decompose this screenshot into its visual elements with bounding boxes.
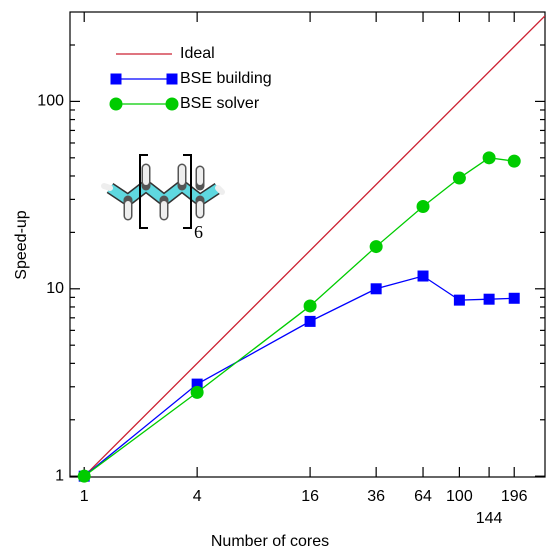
y-tick-label: 1 xyxy=(55,467,64,484)
repeat-subscript: 6 xyxy=(194,222,203,242)
x-axis-label: Number of cores xyxy=(211,533,329,550)
x-tick-label: 196 xyxy=(501,488,528,505)
data-point xyxy=(508,292,520,304)
legend-marker xyxy=(109,97,123,111)
data-point xyxy=(369,240,383,254)
x-tick-label: 1 xyxy=(80,488,89,505)
series-line xyxy=(83,157,515,477)
x-tick-label: 36 xyxy=(367,488,385,505)
legend-label: BSE solver xyxy=(180,95,260,112)
series-line xyxy=(83,275,515,477)
legend-marker xyxy=(165,97,179,111)
data-point xyxy=(304,315,316,327)
data-point xyxy=(453,294,465,306)
y-tick-label: 100 xyxy=(37,93,64,110)
molecule: 6 xyxy=(101,154,225,242)
data-point xyxy=(77,469,91,483)
x-tick-label: 144 xyxy=(476,510,503,527)
data-point xyxy=(190,385,204,399)
data-point xyxy=(370,283,382,295)
legend-marker xyxy=(110,73,122,85)
data-point xyxy=(452,171,466,185)
x-tick-label: 64 xyxy=(414,488,432,505)
x-tick-label: 16 xyxy=(301,488,319,505)
legend-label: Ideal xyxy=(180,45,215,62)
plot-frame xyxy=(69,11,546,478)
data-point xyxy=(416,199,430,213)
series-line xyxy=(83,15,545,477)
y-axis-label: Speed-up xyxy=(13,210,30,279)
x-tick-label: 100 xyxy=(446,488,473,505)
data-point xyxy=(507,154,521,168)
legend-label: BSE building xyxy=(180,70,272,87)
data-point xyxy=(482,151,496,165)
legend-marker xyxy=(166,73,178,85)
data-point xyxy=(483,293,495,305)
y-tick-label: 10 xyxy=(46,280,64,297)
x-tick-label: 4 xyxy=(193,488,202,505)
data-point xyxy=(191,378,203,390)
data-point xyxy=(417,270,429,282)
data-point xyxy=(303,299,317,313)
